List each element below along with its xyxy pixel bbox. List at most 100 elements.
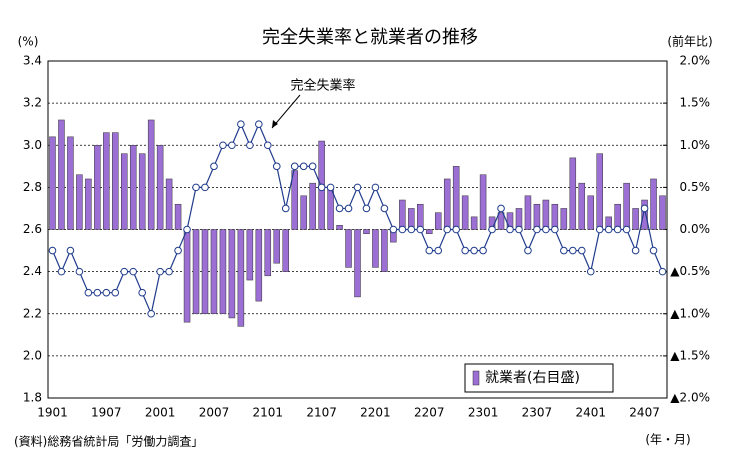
line-marker	[658, 267, 667, 276]
line-marker	[228, 141, 236, 150]
line-marker	[479, 246, 487, 255]
line-marker	[353, 183, 362, 192]
y2-tick-label: ▲0.5%	[670, 264, 710, 278]
line-marker	[246, 141, 254, 150]
line-marker	[461, 246, 469, 255]
bar	[129, 145, 137, 230]
chart-title: 完全失業率と就業者の推移	[262, 27, 478, 48]
bar	[282, 229, 289, 272]
line-marker	[551, 225, 559, 234]
line-marker	[48, 246, 57, 255]
bar	[309, 182, 316, 230]
line-marker	[497, 204, 505, 213]
bar	[246, 229, 254, 281]
bar	[76, 174, 83, 230]
x-tick-label: 2307	[522, 406, 553, 420]
legend-swatch	[472, 370, 480, 386]
bar	[354, 229, 361, 298]
line-marker	[560, 246, 568, 255]
line-marker	[407, 225, 416, 234]
line-marker	[210, 162, 218, 171]
bar	[67, 136, 74, 230]
line-marker	[380, 204, 389, 213]
line-marker	[398, 225, 407, 234]
bar	[264, 229, 272, 277]
y-tick-label: 2.0	[23, 348, 42, 362]
line-marker	[263, 141, 272, 150]
line-marker	[147, 309, 155, 318]
bar	[219, 229, 227, 314]
bar	[623, 182, 630, 230]
bar	[641, 199, 648, 230]
line-marker	[488, 225, 496, 234]
bar	[497, 212, 505, 230]
line-marker	[335, 204, 344, 213]
line-marker	[622, 225, 631, 234]
x-tick-label: 2207	[414, 406, 445, 420]
line-marker	[120, 267, 129, 276]
y2-tick-label: 1.0%	[680, 138, 711, 152]
line-marker	[317, 183, 326, 192]
bar	[147, 119, 155, 230]
x-tick-label: 2401	[575, 406, 606, 420]
x-tick-label: 2407	[629, 406, 660, 420]
bar	[255, 229, 263, 302]
y2-tick-label: 0.0%	[680, 222, 711, 236]
bar	[112, 132, 119, 230]
line-marker	[452, 225, 460, 234]
line-marker	[84, 288, 93, 297]
line-marker	[434, 246, 443, 255]
bar	[237, 229, 245, 327]
bar	[381, 229, 388, 272]
y-tick-label: 3.4	[23, 54, 42, 68]
line-marker	[138, 288, 146, 297]
line-marker	[425, 246, 434, 255]
bar	[156, 145, 164, 230]
bar	[192, 229, 200, 314]
bar	[399, 199, 406, 230]
legend-label: 就業者(右目盛)	[485, 370, 580, 386]
line-marker	[631, 246, 640, 255]
bar	[443, 178, 451, 230]
line-marker	[586, 267, 595, 276]
line-marker	[524, 246, 532, 255]
line-marker	[577, 246, 586, 255]
bar	[363, 229, 370, 234]
bar	[479, 174, 487, 230]
y-tick-label: 3.0	[23, 138, 42, 152]
line-marker	[595, 225, 604, 234]
bar	[650, 178, 657, 230]
bar	[587, 195, 594, 230]
line-marker	[281, 204, 290, 213]
x-tick-label: 2301	[468, 406, 499, 420]
x-tick-label: 2007	[199, 406, 230, 420]
line-marker	[640, 204, 649, 213]
x-tick-label: 2107	[306, 406, 337, 420]
line-marker	[470, 246, 478, 255]
line-marker	[57, 267, 66, 276]
line-marker	[533, 225, 541, 234]
x-tick-label: 1901	[37, 406, 68, 420]
bar	[300, 195, 307, 230]
line-marker	[66, 246, 75, 255]
bar	[138, 153, 146, 230]
annotation-arrow-head	[272, 120, 278, 128]
line-marker	[290, 162, 299, 171]
bar	[58, 119, 65, 230]
line-marker	[308, 162, 317, 171]
bar	[542, 199, 550, 230]
bar	[470, 216, 478, 230]
bar	[121, 153, 128, 230]
bar	[569, 157, 577, 230]
bar	[345, 229, 352, 268]
bar	[596, 153, 603, 230]
y-tick-label: 3.2	[23, 96, 42, 110]
y-tick-label: 1.8	[23, 391, 42, 405]
bar	[174, 203, 182, 230]
bar	[452, 166, 460, 230]
bar	[103, 132, 110, 230]
line-marker	[604, 225, 613, 234]
line-marker	[192, 183, 200, 192]
